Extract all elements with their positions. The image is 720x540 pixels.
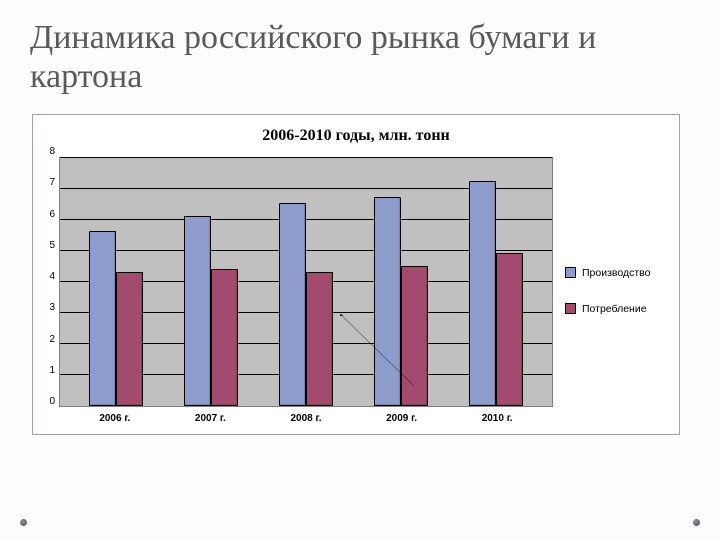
y-axis: 876543210 (41, 157, 59, 407)
legend-item: Производство (565, 267, 671, 279)
plot-row: 876543210 (41, 157, 553, 407)
bar (401, 266, 428, 407)
plot-column: 876543210 2006 г.2007 г.2008 г.2009 г.20… (41, 157, 553, 424)
bar-group (277, 203, 335, 406)
bar (89, 231, 116, 406)
bar (496, 253, 523, 406)
bar-group (467, 181, 525, 406)
legend-swatch-icon (565, 267, 576, 278)
bar (374, 197, 401, 406)
x-axis-labels: 2006 г. 2007 г. 2008 г. 2009 г. 2010 г. (59, 407, 553, 424)
bar (469, 181, 496, 406)
legend-item: Потребление (565, 303, 671, 315)
decoration-dot-icon (693, 519, 700, 526)
bar (279, 203, 306, 406)
plot-area (59, 157, 553, 407)
legend-label: Производство (582, 267, 650, 279)
slide: Динамика российского рынка бумаги и карт… (0, 0, 720, 540)
legend-swatch-icon (565, 303, 576, 314)
bar (306, 272, 333, 406)
legend: Производство Потребление (553, 157, 671, 424)
x-tick-label: 2008 г. (277, 413, 335, 424)
x-tick-label: 2009 г. (373, 413, 431, 424)
bar-group (87, 231, 145, 406)
x-tick-label: 2007 г. (181, 413, 239, 424)
bar-group (372, 197, 430, 406)
decoration-dot-icon (20, 519, 27, 526)
slide-title: Динамика российского рынка бумаги и карт… (30, 18, 696, 96)
bar (116, 272, 143, 406)
bar (184, 216, 211, 407)
x-tick-label: 2006 г. (86, 413, 144, 424)
chart-body: 876543210 2006 г.2007 г.2008 г.2009 г.20… (41, 157, 671, 424)
chart-frame: 2006-2010 годы, млн. тонн 876543210 2006… (32, 114, 680, 435)
bar-group (182, 216, 240, 407)
legend-label: Потребление (582, 303, 647, 315)
x-tick-label: 2010 г. (468, 413, 526, 424)
bars-layer (60, 158, 552, 406)
bar (211, 269, 238, 407)
chart-title: 2006-2010 годы, млн. тонн (41, 127, 671, 145)
